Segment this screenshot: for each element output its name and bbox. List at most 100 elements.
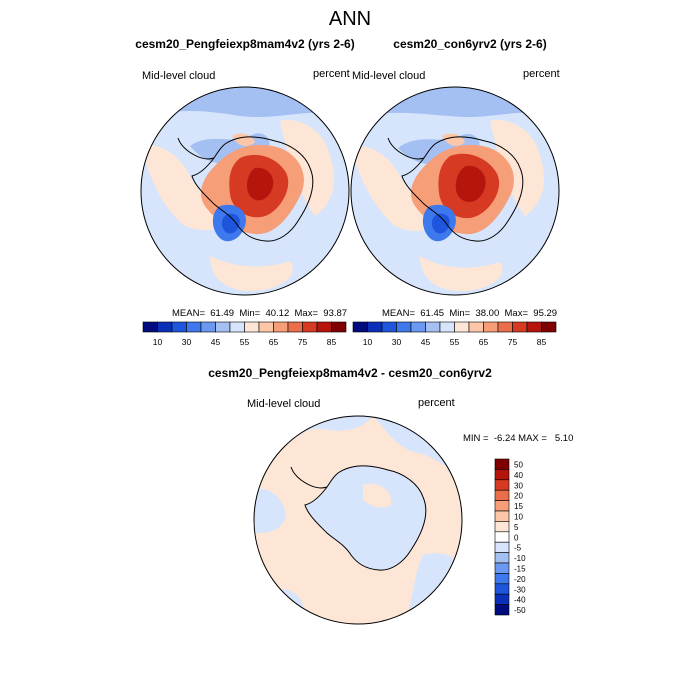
panel1-colorbar-swatch — [244, 321, 260, 333]
panel1-colorbar-tick-label: 45 — [211, 337, 221, 347]
panel1-deepblue-lobe — [221, 213, 240, 234]
panel1-colorbar-swatch — [186, 321, 202, 333]
panel1-colorbar-tick-label: 55 — [240, 337, 250, 347]
panel2-colorbar-swatch — [468, 321, 484, 333]
panel1-field — [141, 87, 349, 295]
panel3-colorbar-tick-label: 20 — [514, 492, 523, 501]
panel3-colorbar-tick-label: -15 — [514, 565, 526, 574]
panel2-left-label: Mid-level cloud — [352, 70, 426, 82]
panel3-interior-pink — [363, 483, 392, 508]
panel3-colorbar-swatch — [494, 604, 510, 616]
panel3-colorbar-tick-label: 15 — [514, 502, 523, 511]
panel1-pink-east — [280, 120, 335, 216]
panel3-colorbar-swatch — [494, 469, 510, 481]
panel1-blue-band — [141, 87, 349, 121]
panel2-stats: MEAN= 61.45 Min= 38.00 Max= 95.29 — [382, 308, 558, 319]
panel2-colorbar-swatch — [497, 321, 513, 333]
panel2-blue-band — [351, 87, 559, 121]
panel1-peninsula — [177, 137, 215, 160]
panel3-colorbar-tick-label: 30 — [514, 481, 523, 490]
panel1-border — [140, 86, 350, 296]
panel2-colorbar-tick-label: 85 — [537, 337, 547, 347]
panel2-colorbar-swatch — [352, 321, 368, 333]
panel3-colorbar-tick-label: -50 — [514, 606, 526, 615]
panel2-colorbar-tick-label: 10 — [363, 337, 373, 347]
panel2-colorbar-swatch — [439, 321, 455, 333]
panel1-colorbar-tick-label: 10 — [153, 337, 163, 347]
panel1-colorbar-swatch — [316, 321, 332, 333]
panel2-colorbar-tick-label: 45 — [421, 337, 431, 347]
panel3-stats: MIN = -6.24 MAX = 5.10 — [463, 433, 574, 444]
panel1-darkred-core — [246, 167, 274, 201]
panel2-colorbar-tick-label: 65 — [479, 337, 489, 347]
panel2-colorbar-swatch — [410, 321, 426, 333]
panel1-map — [140, 86, 350, 296]
panel1-colorbar-tick-label: 30 — [182, 337, 192, 347]
panel1-right-label: percent — [313, 68, 350, 80]
panel1-colorbar-tick-label: 75 — [298, 337, 308, 347]
panel3-colorbar-swatch — [494, 458, 510, 470]
panel2-border — [350, 86, 560, 296]
panel2-colorbar: 1030455565758595 — [352, 321, 557, 347]
panel2-map — [350, 86, 560, 296]
panel1-antarctica-coast — [191, 136, 314, 242]
panel2-colorbar-tick-label: 30 — [392, 337, 402, 347]
panel2-colorbar-swatch — [512, 321, 528, 333]
panel3-peninsula — [290, 466, 328, 489]
panel3-colorbar-tick-label: 40 — [514, 471, 523, 480]
panel3-colorbar-swatch — [494, 489, 510, 501]
panel3-colorbar-tick-label: 50 — [514, 461, 523, 470]
panel3-colorbar-swatch — [494, 521, 510, 533]
panel1-colorbar-swatch — [215, 321, 231, 333]
panel3-colorbar-swatch — [494, 479, 510, 491]
panel1-left-label: Mid-level cloud — [142, 70, 216, 82]
panel3-border — [253, 415, 463, 625]
panel2-right-label: percent — [523, 68, 560, 80]
panel2-colorbar-swatch — [454, 321, 470, 333]
panel2-colorbar-swatch — [381, 321, 397, 333]
panel1-stats: MEAN= 61.49 Min= 40.12 Max= 93.87 — [172, 308, 348, 319]
panel3-colorbar-tick-label: -30 — [514, 585, 526, 594]
panel3-colorbar-tick-label: 10 — [514, 513, 523, 522]
panel1-colorbar-swatch — [331, 321, 347, 333]
panel1-colorbar-swatch — [200, 321, 216, 333]
figure-title: ANN — [328, 8, 372, 30]
panel2-deepblue-lobe — [431, 213, 450, 234]
panel3-colorbar-tick-label: 5 — [514, 523, 519, 532]
panel1-colorbar-swatch — [171, 321, 187, 333]
panel1-colorbar-swatch — [229, 321, 245, 333]
panel2-colorbar-swatch — [396, 321, 412, 333]
panel3-colorbar-swatch — [494, 583, 510, 595]
panel3-lightblue-w — [254, 488, 286, 534]
panel3-antarctica-coast — [304, 465, 427, 571]
panel2-colorbar-swatch — [483, 321, 499, 333]
panel1-colorbar-swatch — [273, 321, 289, 333]
panel3-colorbar-swatch — [494, 510, 510, 522]
panel3-colorbar-tick-label: -10 — [514, 554, 526, 563]
panel2-peninsula — [387, 137, 425, 160]
panel3-continent-fill — [305, 465, 426, 571]
panel3-left-label: Mid-level cloud — [247, 398, 321, 410]
panel3-map — [253, 415, 463, 625]
panel2-antarctica-coast — [401, 136, 524, 242]
panel1-colorbar: 1030455565758595 — [142, 321, 347, 347]
panel3-colorbar-tick-label: -40 — [514, 596, 526, 605]
panel3-colorbar-swatch — [494, 500, 510, 512]
panel3-colorbar-swatch — [494, 593, 510, 605]
panel1-pink-south — [210, 256, 293, 291]
panel2-colorbar-tick-label: 75 — [508, 337, 518, 347]
panel1-colorbar-tick-label: 65 — [269, 337, 279, 347]
panel3-right-label: percent — [418, 397, 455, 409]
panel2-colorbar-swatch — [526, 321, 542, 333]
panel3-colorbar-swatch — [494, 573, 510, 585]
panel3-colorbar-tick-label: -5 — [514, 544, 522, 553]
panel2-colorbar-swatch — [425, 321, 441, 333]
panel2-darkred-core — [455, 165, 486, 202]
panel1-colorbar-tick-label: 85 — [327, 337, 337, 347]
panel2-colorbar-tick-label: 55 — [450, 337, 460, 347]
panel3-colorbar-swatch — [494, 531, 510, 543]
panel1-colorbar-swatch — [142, 321, 158, 333]
panel1-title: cesm20_Pengfeiexp8mam4v2 (yrs 2-6) — [135, 37, 355, 51]
panel3-colorbar-swatch — [494, 562, 510, 574]
